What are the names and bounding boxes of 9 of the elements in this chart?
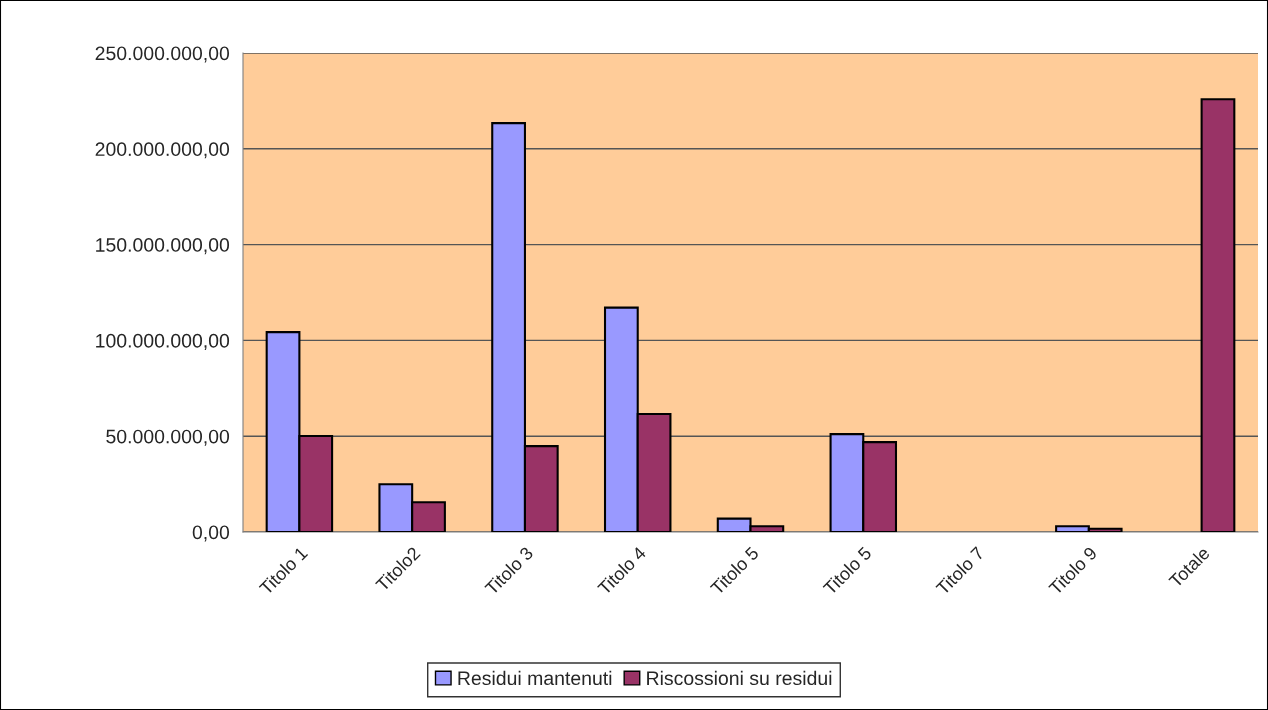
y-tick-label: 50.000.000,00	[106, 429, 230, 446]
y-tick-label: 250.000.000,00	[95, 46, 230, 63]
y-tick-label: 0,00	[192, 525, 230, 542]
legend-label: Riscossioni su residui	[647, 670, 832, 686]
y-tick-label: 200.000.000,00	[95, 142, 230, 159]
y-tick-label: 100.000.000,00	[96, 333, 230, 350]
y-tick-label: 150.000.000,00	[96, 238, 230, 255]
legend-label: Residui mantenuti	[458, 670, 612, 686]
bar	[1200, 98, 1236, 532]
